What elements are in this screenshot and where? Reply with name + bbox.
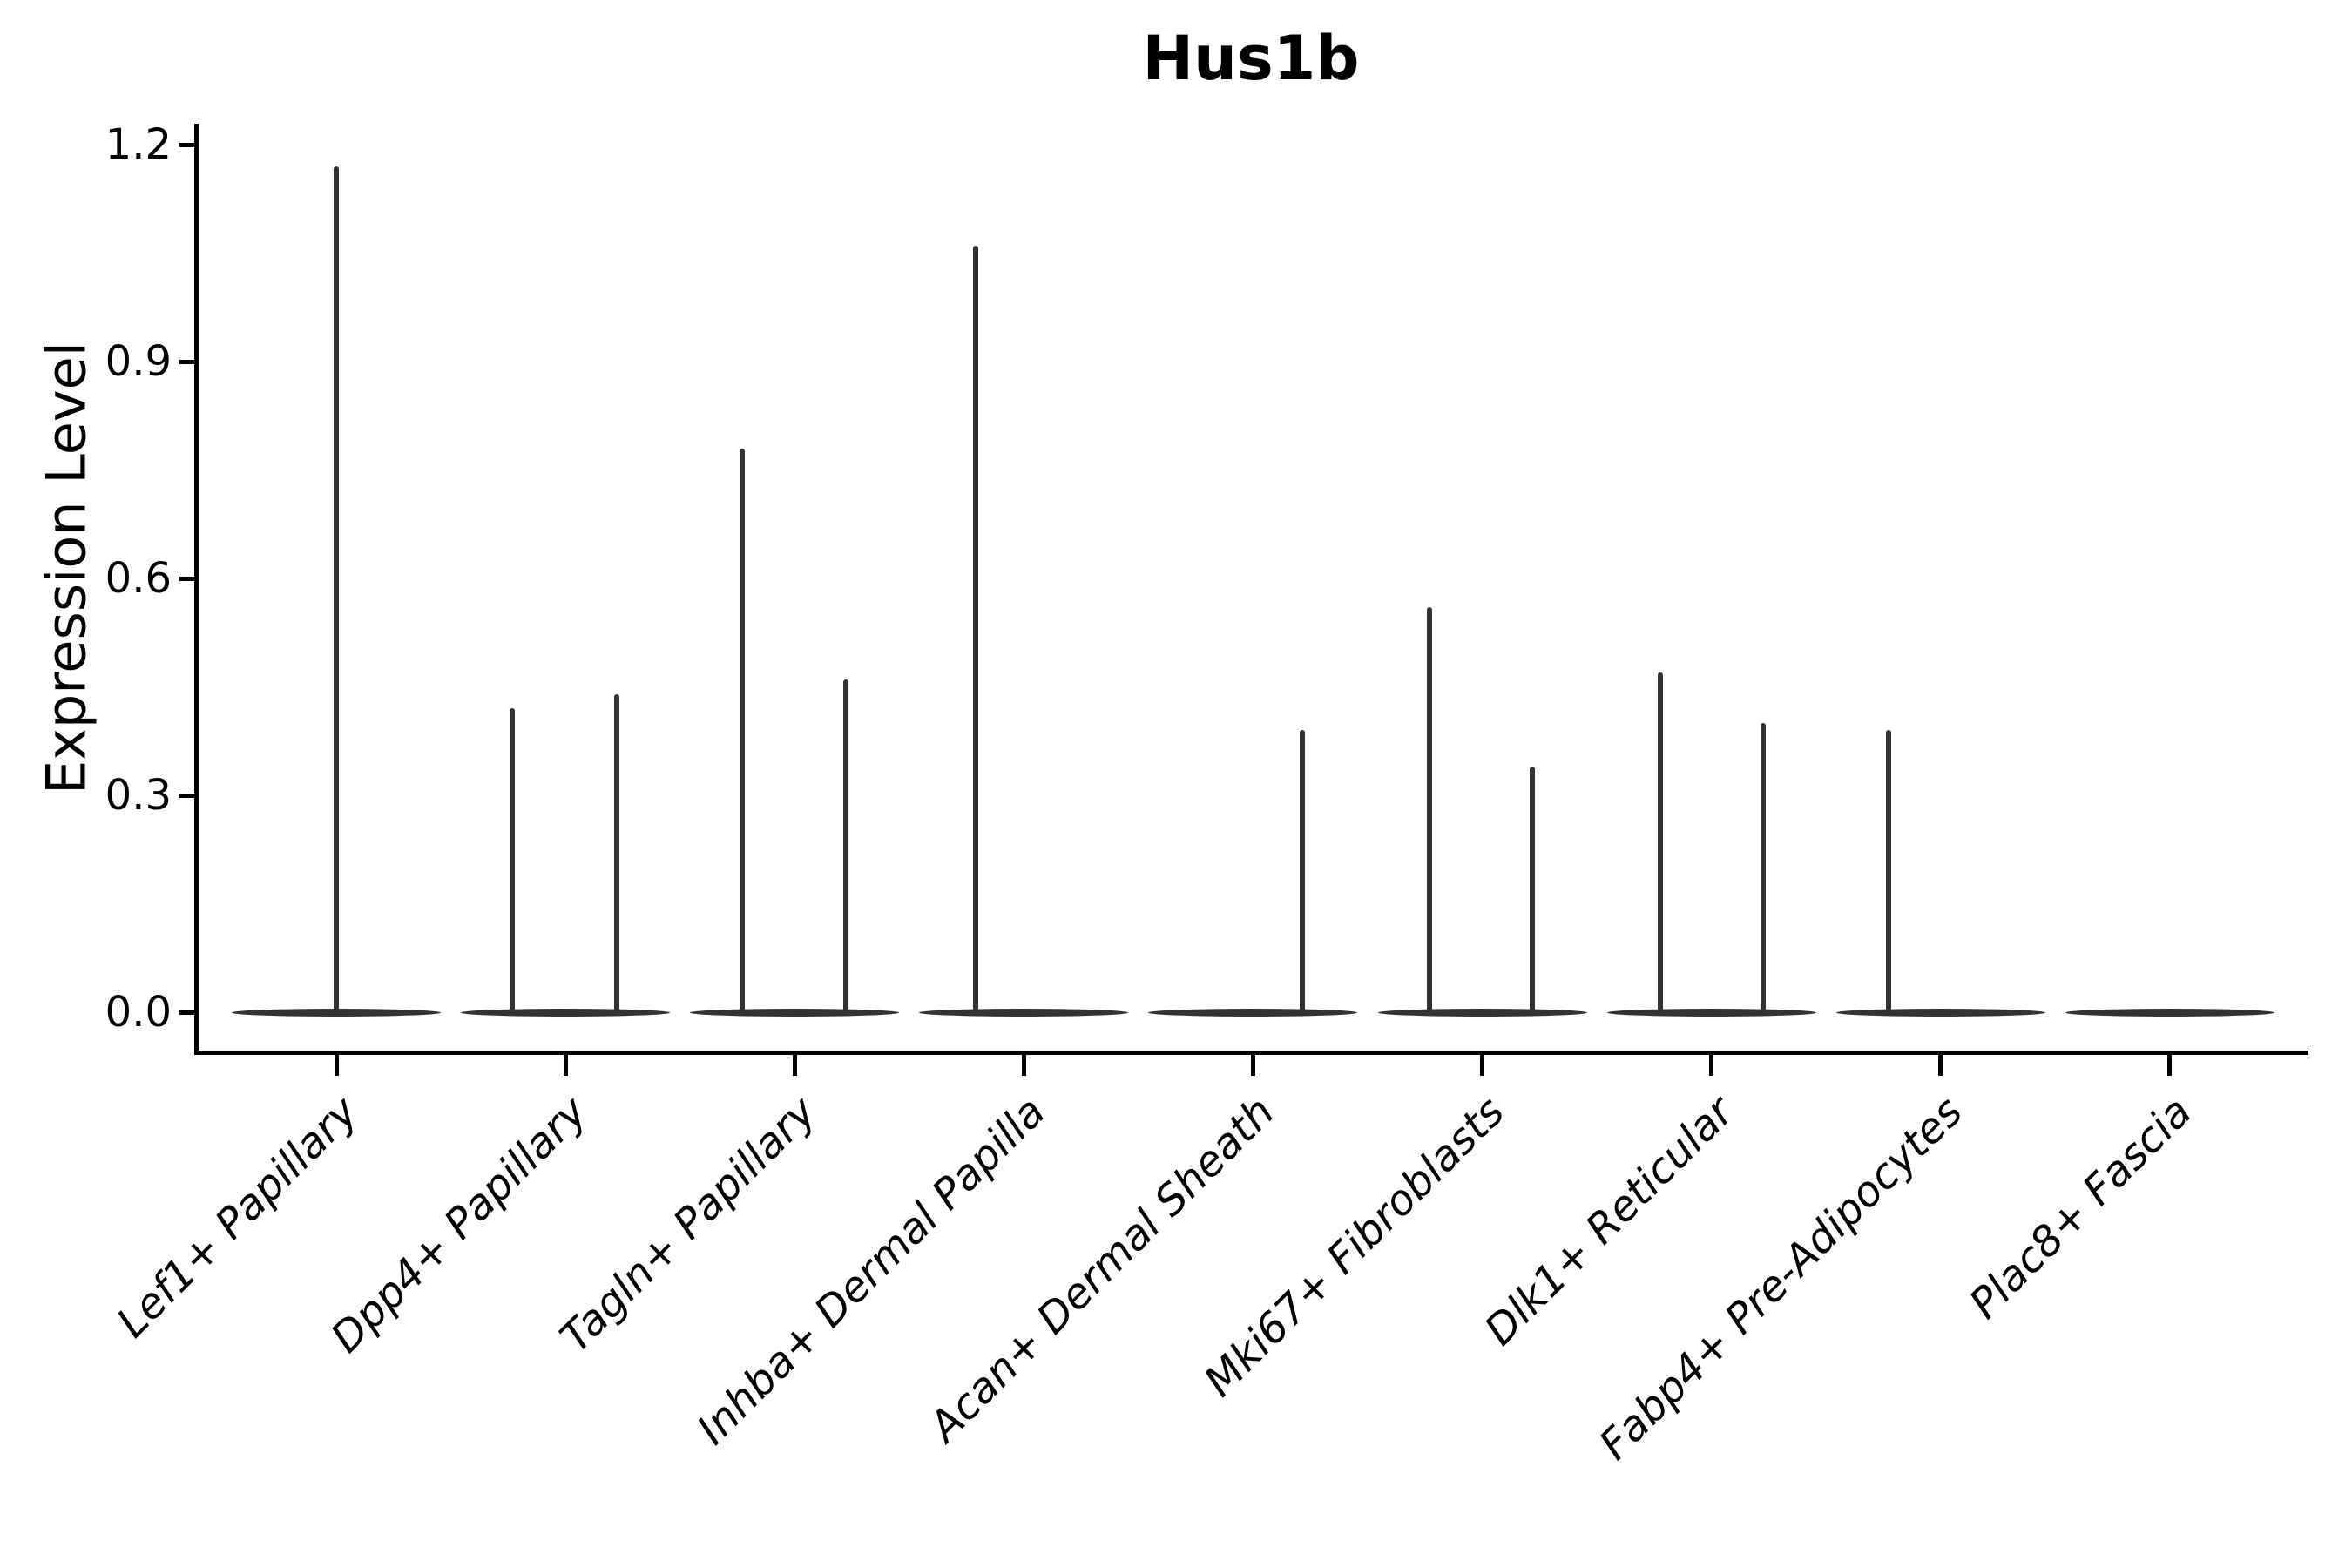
x-axis-spine xyxy=(194,1051,2308,1055)
x-tick-label-2: Dpp4+ Papillary xyxy=(321,1087,597,1362)
violin-base-9 xyxy=(2065,1008,2274,1017)
violin-spike-7 xyxy=(1657,672,1663,1016)
y-tick-label: 0.0 xyxy=(105,988,172,1037)
y-tick-mark xyxy=(179,793,195,798)
y-tick-label: 0.9 xyxy=(105,337,172,386)
y-tick-label: 0.3 xyxy=(105,771,172,820)
violin-base-2 xyxy=(461,1008,671,1017)
x-tick-label-7: Dlk1+ Reticular xyxy=(1475,1087,1743,1355)
plot-title: Hus1b xyxy=(1142,23,1360,94)
violin-spike-4 xyxy=(973,246,979,1016)
y-tick-mark xyxy=(179,576,195,581)
violin-base-8 xyxy=(1835,1008,2045,1017)
violin-spike-2 xyxy=(614,693,620,1016)
violin-spike-6 xyxy=(1529,766,1535,1016)
x-tick-mark xyxy=(1021,1055,1026,1076)
x-tick-label-9: Plac8+ Fascia xyxy=(1959,1087,2201,1328)
violin-base-7 xyxy=(1606,1008,1816,1017)
y-tick-label: 0.6 xyxy=(105,554,172,603)
violin-base-4 xyxy=(919,1008,1129,1017)
x-tick-mark xyxy=(563,1055,568,1076)
x-tick-label-3: Tagln+ Papillary xyxy=(551,1087,826,1362)
x-tick-mark xyxy=(1938,1055,1943,1076)
violin-spike-7 xyxy=(1760,723,1766,1016)
x-tick-mark xyxy=(1250,1055,1255,1076)
violin-spike-1 xyxy=(334,166,339,1016)
violin-base-6 xyxy=(1377,1008,1587,1017)
x-tick-mark xyxy=(2167,1055,2173,1076)
x-tick-label-8: Fabp4+ Pre-Adipocytes xyxy=(1589,1087,1972,1470)
violin-spike-5 xyxy=(1300,730,1306,1016)
violin-base-3 xyxy=(690,1008,900,1017)
x-tick-label-1: Lef1+ Papillary xyxy=(107,1087,368,1348)
y-tick-label: 1.2 xyxy=(105,120,172,169)
x-tick-mark xyxy=(1480,1055,1484,1076)
violin-spike-6 xyxy=(1426,607,1432,1016)
violin-spike-8 xyxy=(1885,730,1891,1016)
y-axis-spine xyxy=(194,124,199,1055)
violin-spike-2 xyxy=(510,708,516,1016)
violin-spike-3 xyxy=(843,679,849,1016)
violin-spike-3 xyxy=(740,448,746,1016)
x-tick-mark xyxy=(334,1055,339,1076)
violin-base-5 xyxy=(1148,1008,1358,1017)
y-tick-mark xyxy=(179,1010,195,1015)
y-tick-mark xyxy=(179,359,195,364)
violin-base-1 xyxy=(232,1008,441,1017)
x-tick-mark xyxy=(1709,1055,1714,1076)
x-tick-mark xyxy=(792,1055,797,1076)
y-tick-mark xyxy=(179,142,195,147)
